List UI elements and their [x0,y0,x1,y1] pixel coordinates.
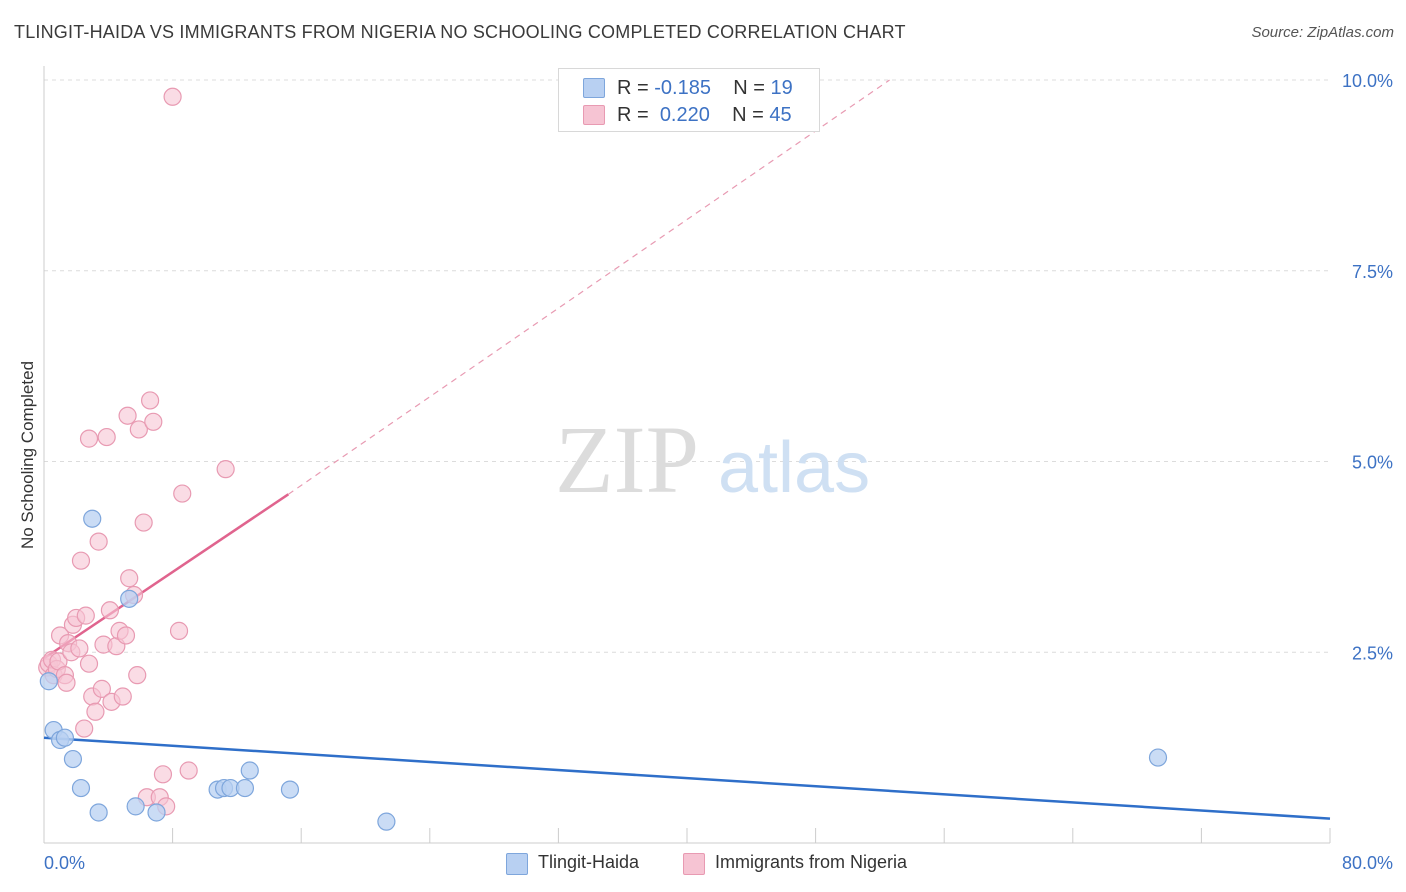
trend-line-nigeria [43,493,290,660]
point-nigeria [140,391,160,410]
point-nigeria [76,606,95,625]
point-tlingit-haida [39,672,58,691]
point-tlingit-haida [89,803,108,822]
point-nigeria [128,666,147,685]
point-nigeria [163,87,182,106]
legend-swatch-blue [583,78,605,98]
legend-r-value: -0.185 [654,77,711,99]
point-nigeria [97,427,116,447]
y-tick-label: 10.0% [1342,71,1393,91]
point-nigeria [86,702,105,721]
point-nigeria [89,532,108,551]
point-nigeria [79,654,99,673]
chart-title: TLINGIT-HAIDA VS IMMIGRANTS FROM NIGERIA… [14,22,906,42]
legend-r-label: R = [617,104,649,126]
legend-n-label: N = [732,104,764,126]
legend-swatch-blue [506,853,528,875]
point-nigeria [169,621,189,640]
point-nigeria [144,412,163,431]
gridlines [44,79,1330,653]
legend-label: Immigrants from Nigeria [715,852,908,872]
point-tlingit-haida [1148,748,1168,767]
trend-line-tlingit-haida [43,736,1331,820]
legend-n-value: 45 [769,104,792,126]
point-nigeria [79,429,99,448]
point-tlingit-haida [126,797,145,816]
point-tlingit-haida [240,761,259,780]
data-points [38,87,1168,831]
point-tlingit-haida [63,749,83,769]
watermark-atlas: atlas [718,428,870,508]
point-tlingit-haida [235,778,255,798]
point-nigeria [92,679,111,698]
legend-swatch-pink [583,105,605,125]
y-tick-label: 7.5% [1352,262,1393,282]
point-tlingit-haida [147,803,166,822]
watermark: ZIP atlas [555,406,870,513]
axes [43,66,1331,844]
trend-lines [43,79,1331,820]
point-tlingit-haida [280,780,300,799]
point-tlingit-haida [120,589,139,608]
legend-r-label: R = [617,77,649,99]
legend-label: Tlingit-Haida [538,852,640,872]
source-credit: Source: ZipAtlas.com [1251,24,1394,41]
point-tlingit-haida [83,509,102,528]
legend-n-value: 19 [770,77,793,99]
point-nigeria [129,420,148,439]
point-nigeria [70,639,89,658]
point-nigeria [71,551,91,570]
point-nigeria [179,761,198,780]
stats-legend: R = -0.185 N = 19 R = 0.220 N = 45 [558,68,820,132]
point-nigeria [216,460,235,479]
legend-n-label: N = [733,77,765,99]
point-nigeria [134,513,153,532]
y-tick-label: 2.5% [1352,643,1393,663]
point-nigeria [173,484,192,503]
x-tick-label: 80.0% [1342,853,1393,873]
point-nigeria [120,569,139,588]
tick-labels: 2.5% 5.0% 7.5% 10.0% 0.0% 80.0% [44,71,1393,873]
point-nigeria [57,673,76,692]
point-nigeria [116,626,136,645]
point-nigeria [100,601,120,620]
x-tick-label: 0.0% [44,853,85,873]
legend-swatch-pink [683,853,705,875]
point-nigeria [153,765,173,784]
point-nigeria [75,719,94,738]
point-nigeria [113,687,132,706]
trend-line-nigeria-extension [287,79,890,495]
point-tlingit-haida [71,778,91,798]
point-tlingit-haida [377,812,396,831]
legend-r-value: 0.220 [659,104,710,126]
y-tick-label: 5.0% [1352,453,1393,473]
point-nigeria [118,406,137,425]
point-tlingit-haida [55,728,74,747]
watermark-zip: ZIP [555,406,699,513]
